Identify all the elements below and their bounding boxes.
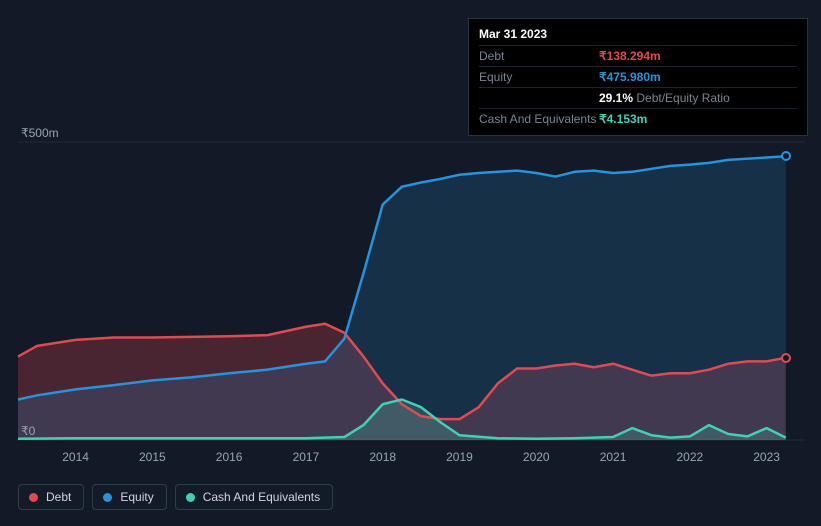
x-axis-label: 2016 <box>216 450 243 464</box>
y-axis-label: ₹0 <box>21 424 61 438</box>
chart-plot-area <box>18 142 805 440</box>
x-axis-label: 2017 <box>293 450 320 464</box>
legend-item[interactable]: Debt <box>18 484 84 510</box>
legend-dot-icon <box>103 493 112 502</box>
tooltip-row: Equity₹475.980m <box>479 66 797 87</box>
y-axis-label: ₹500m <box>21 126 61 140</box>
x-axis-label: 2021 <box>600 450 627 464</box>
x-axis-label: 2015 <box>139 450 166 464</box>
chart-legend: Debt Equity Cash And Equivalents <box>18 484 333 510</box>
tooltip-row-value: ₹475.980m <box>599 68 661 86</box>
tooltip-row-label: Cash And Equivalents <box>479 110 599 128</box>
x-axis-label: 2014 <box>62 450 89 464</box>
x-axis-label: 2019 <box>446 450 473 464</box>
x-axis-label: 2022 <box>676 450 703 464</box>
tooltip-date: Mar 31 2023 <box>479 25 797 43</box>
legend-label: Cash And Equivalents <box>203 490 320 504</box>
tooltip-row-value: ₹4.153m <box>599 110 647 128</box>
series-end-marker <box>781 353 791 363</box>
legend-label: Equity <box>120 490 153 504</box>
tooltip-row: 29.1% Debt/Equity Ratio <box>479 87 797 108</box>
series-end-marker <box>781 151 791 161</box>
x-axis-label: 2018 <box>369 450 396 464</box>
tooltip-row: Cash And Equivalents₹4.153m <box>479 108 797 129</box>
x-axis-label: 2023 <box>753 450 780 464</box>
tooltip-row-label <box>479 89 599 107</box>
x-axis-label: 2020 <box>523 450 550 464</box>
legend-item[interactable]: Equity <box>92 484 166 510</box>
legend-item[interactable]: Cash And Equivalents <box>175 484 333 510</box>
tooltip-row-label: Equity <box>479 68 599 86</box>
tooltip-row-label: Debt <box>479 47 599 65</box>
tooltip-row-value: ₹138.294m <box>599 47 661 65</box>
legend-dot-icon <box>29 493 38 502</box>
chart-tooltip: Mar 31 2023 Debt₹138.294mEquity₹475.980m… <box>468 18 808 136</box>
legend-label: Debt <box>46 490 71 504</box>
tooltip-row: Debt₹138.294m <box>479 45 797 66</box>
legend-dot-icon <box>186 493 195 502</box>
tooltip-row-value: 29.1% Debt/Equity Ratio <box>599 89 730 107</box>
